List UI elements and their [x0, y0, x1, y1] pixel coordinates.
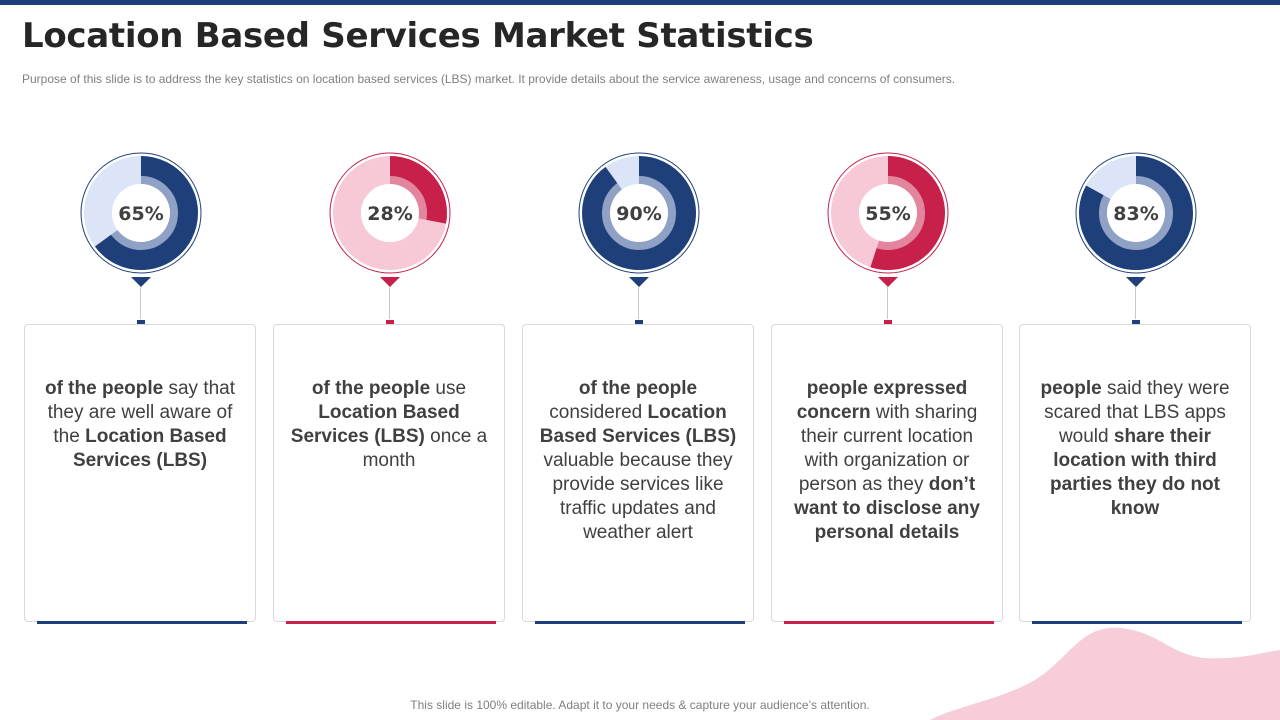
donut-inner-ring — [353, 176, 427, 250]
stat-description: people expressed concern with sharing th… — [782, 377, 992, 545]
text-bold: don’t want to disclose any personal deta… — [794, 474, 980, 543]
stat-description: of the people say that they are well awa… — [35, 377, 245, 473]
donut-inner-ring — [602, 176, 676, 250]
text-regular: with sharing their current location with… — [798, 402, 978, 495]
donut-inner-ring — [851, 176, 925, 250]
donut-value-arc — [94, 156, 198, 270]
footer-note: This slide is 100% editable. Adapt it to… — [410, 698, 870, 712]
stat-column-4: 55% people expressed concern with sharin… — [771, 150, 1005, 626]
decorative-blob — [930, 627, 1280, 720]
stat-column-1: 65% of the people say that they are well… — [24, 150, 258, 626]
stat-description: people said they were scared that LBS ap… — [1030, 377, 1240, 521]
text-bold: Location Based Services (LBS) — [72, 426, 227, 471]
donut-chart: 28% — [329, 152, 451, 274]
stat-card: people expressed concern with sharing th… — [771, 324, 1003, 624]
text-bold: people expressed concern — [796, 378, 968, 423]
donut-inner-ring — [1099, 176, 1173, 250]
connector-line — [1135, 287, 1136, 319]
stat-card: of the people use Location Based Service… — [273, 324, 505, 624]
donut-inner-ring — [104, 176, 178, 250]
connector-line — [389, 287, 390, 319]
donut-chart: 55% — [827, 152, 949, 274]
text-bold: of the people — [44, 378, 164, 399]
donut-outer-ring — [1075, 152, 1197, 274]
donut-hole — [1107, 184, 1165, 242]
donut-percent-label: 55% — [865, 203, 910, 225]
text-bold: of the people — [311, 378, 431, 399]
donut-value-arc — [1079, 156, 1193, 270]
top-accent-bar — [0, 0, 1280, 5]
donut-outer-ring — [827, 152, 949, 274]
stat-column-2: 28% of the people use Location Based Ser… — [273, 150, 507, 626]
donut-chart: 65% — [80, 152, 202, 274]
donut-percent-label: 65% — [118, 203, 163, 225]
donut-hole — [859, 184, 917, 242]
text-bold: people — [1040, 378, 1102, 399]
card-underline — [535, 621, 745, 624]
stat-description: of the people considered Location Based … — [533, 377, 743, 545]
text-regular: use — [430, 378, 467, 399]
pointer-arrow — [878, 277, 898, 287]
text-regular: said they were scared that LBS apps woul… — [1044, 378, 1230, 447]
donut-outer-ring — [578, 152, 700, 274]
stat-description: of the people use Location Based Service… — [284, 377, 494, 473]
text-bold: Location Based Services (LBS) — [290, 402, 460, 447]
card-underline — [784, 621, 994, 624]
donut-percent-label: 90% — [616, 203, 661, 225]
text-regular: valuable because they provide services l… — [543, 450, 733, 543]
page-title: Location Based Services Market Statistic… — [22, 16, 814, 56]
connector-line — [140, 287, 141, 319]
stat-card: of the people considered Location Based … — [522, 324, 754, 624]
text-bold: of the people — [578, 378, 698, 399]
pointer-arrow — [1126, 277, 1146, 287]
connector-line — [638, 287, 639, 319]
text-regular: once a month — [362, 426, 488, 471]
text-bold: Location Based Services (LBS) — [539, 402, 737, 447]
stat-card: people said they were scared that LBS ap… — [1019, 324, 1251, 624]
card-underline — [1032, 621, 1242, 624]
donut-outer-ring — [80, 152, 202, 274]
donut-chart: 90% — [578, 152, 700, 274]
donut-hole — [610, 184, 668, 242]
donut-percent-label: 83% — [1113, 203, 1158, 225]
pointer-arrow — [380, 277, 400, 287]
stat-column-5: 83% people said they were scared that LB… — [1019, 150, 1253, 626]
donut-percent-label: 28% — [367, 203, 412, 225]
stat-column-3: 90% of the people considered Location Ba… — [522, 150, 756, 626]
donut-value-arc — [870, 156, 945, 270]
pointer-arrow — [629, 277, 649, 287]
text-regular: considered — [549, 402, 648, 423]
text-regular: say that they are well aware of the — [47, 378, 236, 447]
donut-hole — [112, 184, 170, 242]
donut-chart: 83% — [1075, 152, 1197, 274]
donut-hole — [361, 184, 419, 242]
page-subtitle: Purpose of this slide is to address the … — [22, 72, 956, 86]
stat-card: of the people say that they are well awa… — [24, 324, 256, 624]
connector-line — [887, 287, 888, 319]
text-bold: share their location with third parties … — [1050, 426, 1220, 519]
donut-value-arc — [582, 156, 696, 270]
donut-value-arc — [389, 156, 447, 224]
card-underline — [37, 621, 247, 624]
pointer-arrow — [131, 277, 151, 287]
donut-outer-ring — [329, 152, 451, 274]
card-underline — [286, 621, 496, 624]
